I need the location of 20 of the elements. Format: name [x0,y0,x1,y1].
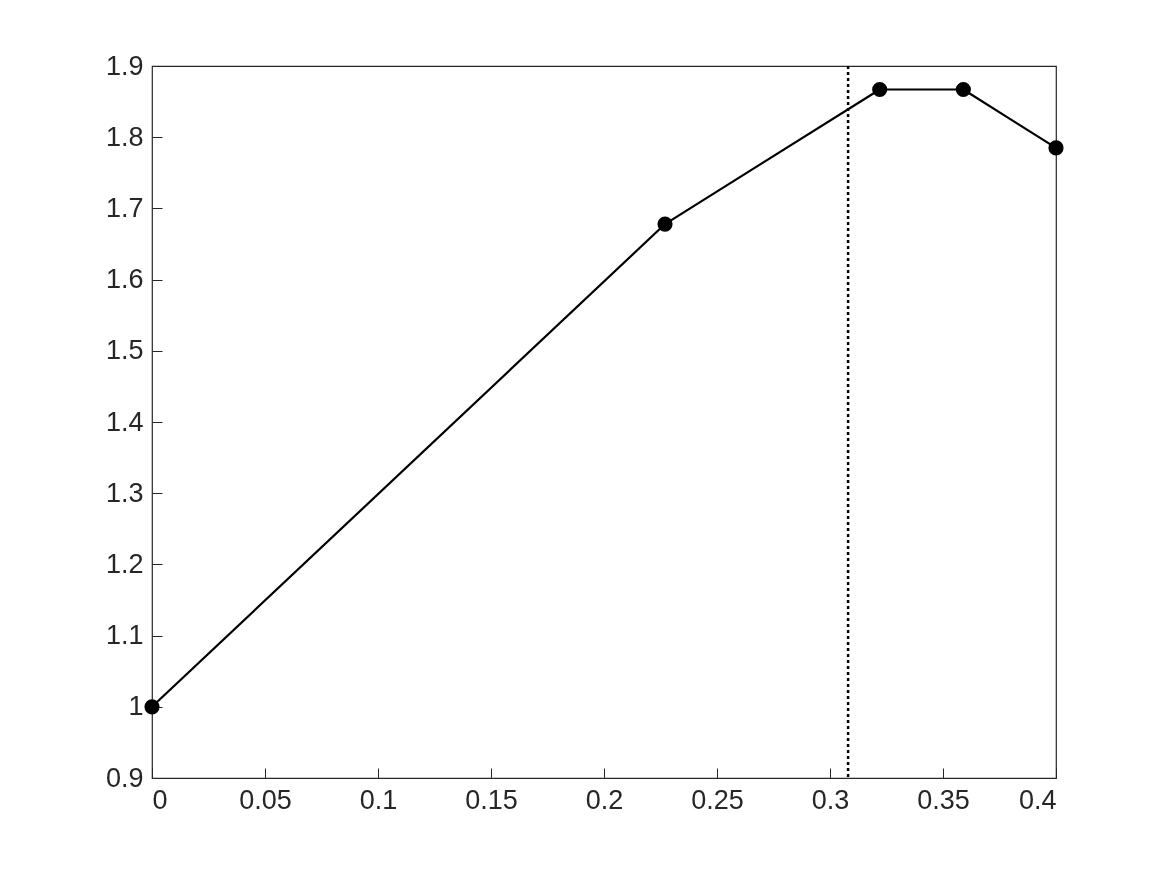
y-tick-label: 1 [128,691,144,722]
y-tick-label: 1.3 [105,477,144,508]
y-tick-label: 1.5 [105,335,144,366]
y-tick-label: 0.9 [105,762,144,793]
y-tick-label: 1.1 [105,620,144,651]
x-tick-label: 0 [152,784,168,815]
x-tick-label: 0.05 [239,784,292,815]
y-tick-label: 1.4 [105,406,144,437]
y-tick-label: 1.8 [105,121,144,152]
x-tick-label: 0.3 [811,784,850,815]
x-tick-label: 0.25 [691,784,744,815]
x-tick-label: 0.1 [359,784,398,815]
y-tick-label: 1.9 [105,50,144,81]
x-tick-label: 0.2 [585,784,624,815]
x-tick-label: 0.4 [1018,784,1057,815]
x-tick-label: 0.15 [465,784,518,815]
x-tick-label: 0.35 [917,784,970,815]
y-tick-label: 1.7 [105,192,144,223]
y-tick-label: 1.2 [105,548,144,579]
y-tick-label: 1.6 [105,264,144,295]
